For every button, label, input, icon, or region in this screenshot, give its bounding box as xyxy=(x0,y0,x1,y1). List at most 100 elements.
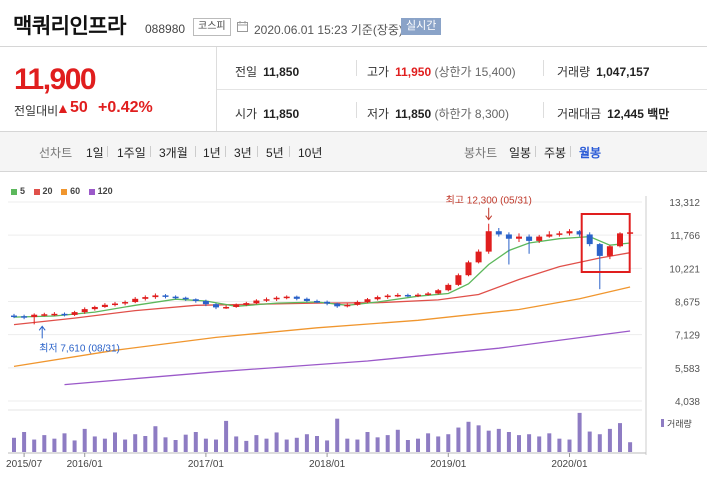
quote-table: 전일 11,850 고가 11,950 (상한가 15,400) 거래량 1,047,… xyxy=(216,47,707,131)
candle xyxy=(132,298,139,303)
candle xyxy=(101,304,108,307)
tab-1d[interactable]: 1일 xyxy=(86,146,104,160)
candle xyxy=(455,275,462,285)
y-tick-label: 13,312 xyxy=(669,198,700,209)
volume-bar xyxy=(325,440,330,452)
candle xyxy=(415,294,421,297)
prev-close-label: 전일 xyxy=(235,65,258,79)
ma120-swatch xyxy=(88,188,95,195)
x-tick-label: 2020/01 xyxy=(551,459,588,470)
tab-daily[interactable]: 일봉 xyxy=(509,146,532,160)
legend-ma60[interactable]: 60 xyxy=(61,186,80,196)
realtime-button[interactable]: 실시간 xyxy=(401,18,442,35)
tab-5y[interactable]: 5년 xyxy=(266,146,284,160)
divider xyxy=(107,146,108,157)
volume-bar xyxy=(436,436,441,452)
ma60-label: 60 xyxy=(70,186,81,196)
x-tick-label: 2018/01 xyxy=(309,459,346,470)
candle xyxy=(263,299,270,301)
x-tick-label: 2019/01 xyxy=(430,459,467,470)
ma20-swatch xyxy=(33,188,40,195)
volume-bar xyxy=(163,437,168,452)
volume-bar xyxy=(82,428,87,452)
candle xyxy=(404,294,411,297)
candle xyxy=(516,236,522,239)
day-high: 고가 11,950 (상한가 15,400) xyxy=(367,63,516,80)
volume-bar xyxy=(517,435,521,452)
tab-3y[interactable]: 3년 xyxy=(234,146,252,160)
candle xyxy=(182,297,189,300)
change-percent: +0.42% xyxy=(98,99,153,116)
volume-bar xyxy=(32,439,37,452)
candle xyxy=(142,297,149,299)
candle xyxy=(475,251,482,263)
candle xyxy=(324,301,331,304)
volume-bar xyxy=(203,438,208,452)
tab-1w[interactable]: 1주일 xyxy=(117,146,146,160)
quote-timestamp: 2020.06.01 15:23 기준(장중) xyxy=(254,23,403,37)
volume-bar xyxy=(264,438,269,452)
volume-bar xyxy=(153,426,158,452)
candle xyxy=(485,231,492,252)
low-label: 저가 xyxy=(367,107,390,121)
low-value: 11,850 xyxy=(395,107,432,121)
highlight-box xyxy=(580,213,631,273)
ma20-line xyxy=(13,252,631,326)
candle xyxy=(91,306,98,310)
candle xyxy=(31,314,38,318)
candle xyxy=(344,304,351,307)
volume-bar xyxy=(315,436,319,452)
volume-bar xyxy=(476,425,481,452)
candle xyxy=(617,233,623,247)
ma-legend: 5 20 60 120 xyxy=(11,186,119,196)
day-low: 저가 11,850 (하한가 8,300) xyxy=(367,105,509,122)
high-annotation: 최고 12,300 (05/31) xyxy=(446,195,532,207)
volume-bar xyxy=(345,438,350,452)
candle xyxy=(364,299,371,303)
volume-bar xyxy=(547,433,552,452)
tab-10y[interactable]: 10년 xyxy=(298,146,323,160)
candle xyxy=(314,300,320,303)
legend-ma5[interactable]: 5 xyxy=(11,186,25,196)
tab-weekly[interactable]: 주봉 xyxy=(544,146,567,160)
legend-ma20[interactable]: 20 xyxy=(33,186,53,196)
volume-bar xyxy=(567,439,572,452)
volume-legend-swatch xyxy=(661,419,664,427)
volume-bar xyxy=(577,412,582,452)
volume-bar xyxy=(143,436,148,452)
x-tick-label: 2015/07 xyxy=(6,459,43,470)
volume-bar xyxy=(224,420,229,452)
candle xyxy=(465,262,472,276)
volume-legend-label: 거래량 xyxy=(667,418,692,429)
candle xyxy=(445,284,452,291)
volume-bar xyxy=(537,436,542,452)
volume-bar xyxy=(274,432,279,452)
candle xyxy=(606,246,613,256)
volume-bar xyxy=(365,432,370,452)
tab-monthly[interactable]: 월봉 xyxy=(579,146,602,160)
volume-bar xyxy=(496,428,501,452)
amount-value: 12,445 백만 xyxy=(607,107,670,121)
tab-3m[interactable]: 3개월 xyxy=(159,146,188,160)
candle xyxy=(334,303,341,307)
volume-bar xyxy=(466,421,471,452)
candle xyxy=(152,295,159,298)
candle xyxy=(546,234,553,237)
clock-icon xyxy=(237,21,248,32)
divider xyxy=(195,146,196,157)
volume-label: 거래량 xyxy=(557,65,591,79)
volume-bar xyxy=(405,440,410,452)
candle xyxy=(273,297,280,300)
volume-bar xyxy=(214,439,218,452)
volume-bar xyxy=(234,436,239,452)
divider xyxy=(356,102,357,118)
low-arrow-icon xyxy=(38,325,46,339)
tab-1y[interactable]: 1년 xyxy=(203,146,221,160)
candle xyxy=(394,294,401,297)
volume-bar xyxy=(557,438,562,452)
candle xyxy=(243,303,250,305)
high-arrow-icon xyxy=(485,207,493,221)
legend-ma120[interactable]: 120 xyxy=(88,186,113,196)
chart-period-tabs: 선차트 1일 1주일 3개월 1년 3년 5년 10년 봉차트 일봉 주봉 월봉 xyxy=(0,131,707,172)
